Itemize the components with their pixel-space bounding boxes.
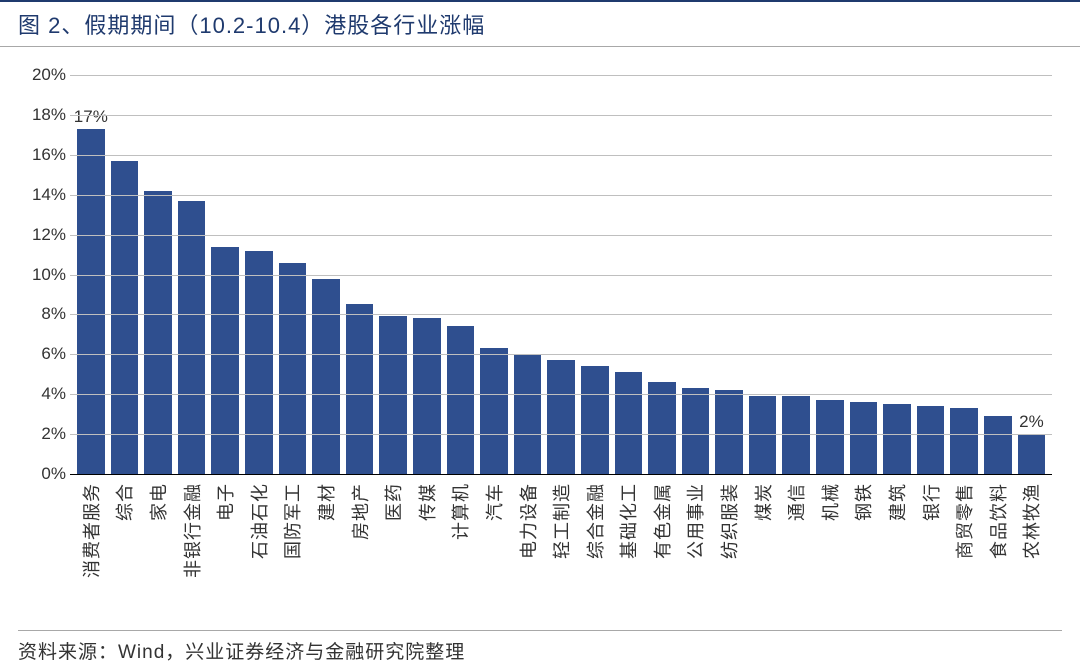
x-tick-label: 纺织服装 (715, 479, 743, 609)
y-tick-label: 20% (18, 65, 66, 85)
bar (547, 360, 575, 474)
bar-annotation: 2% (1019, 412, 1044, 432)
x-tick-label: 轻工制造 (547, 479, 575, 609)
bar (749, 396, 777, 474)
gridline (70, 314, 1052, 315)
gridline (70, 354, 1052, 355)
x-tick-label: 综合 (111, 479, 139, 609)
plot-area: 17%2% 0%2%4%6%8%10%12%14%16%18%20% (70, 75, 1052, 475)
x-tick-label: 电子 (211, 479, 239, 609)
bar (950, 408, 978, 474)
gridline (70, 275, 1052, 276)
bar (615, 372, 643, 474)
x-tick-label: 计算机 (447, 479, 475, 609)
source-note: 资料来源：Wind，兴业证券经济与金融研究院整理 (18, 630, 1062, 664)
x-tick-label: 基础化工 (615, 479, 643, 609)
x-tick-label: 房地产 (346, 479, 374, 609)
gridline (70, 235, 1052, 236)
gridline (70, 434, 1052, 435)
x-tick-label: 非银行金融 (178, 479, 206, 609)
x-tick-label: 消费者服务 (77, 479, 105, 609)
x-tick-label: 有色金属 (648, 479, 676, 609)
x-tick-label: 通信 (782, 479, 810, 609)
x-axis-labels: 消费者服务综合家电非银行金融电子石油石化国防军工建材房地产医药传媒计算机汽车电力… (70, 479, 1052, 609)
x-tick-label: 传媒 (413, 479, 441, 609)
x-tick-label: 综合金融 (581, 479, 609, 609)
bar (917, 406, 945, 474)
bar (715, 390, 743, 474)
x-tick-label: 煤炭 (749, 479, 777, 609)
x-tick-label: 机械 (816, 479, 844, 609)
gridline (70, 75, 1052, 76)
y-tick-label: 18% (18, 105, 66, 125)
x-tick-label: 国防军工 (279, 479, 307, 609)
y-tick-label: 16% (18, 145, 66, 165)
bar: 17% (77, 129, 105, 474)
gridline (70, 115, 1052, 116)
x-tick-label: 银行 (917, 479, 945, 609)
bar (144, 191, 172, 474)
bar (413, 318, 441, 474)
bar (984, 416, 1012, 474)
bar (782, 396, 810, 474)
chart-container: 17%2% 0%2%4%6%8%10%12%14%16%18%20% 消费者服务… (18, 75, 1062, 605)
bar (682, 388, 710, 474)
bar (312, 279, 340, 475)
x-tick-label: 建筑 (883, 479, 911, 609)
bar (211, 247, 239, 474)
x-tick-label: 公用事业 (682, 479, 710, 609)
gridline (70, 195, 1052, 196)
x-tick-label: 建材 (312, 479, 340, 609)
bar: 2% (1018, 434, 1046, 474)
bar (581, 366, 609, 474)
bar (111, 161, 139, 474)
bar (245, 251, 273, 474)
y-tick-label: 0% (18, 464, 66, 484)
y-tick-label: 6% (18, 344, 66, 364)
chart-title: 图 2、假期期间（10.2-10.4）港股各行业涨幅 (0, 0, 1080, 47)
gridline (70, 394, 1052, 395)
y-tick-label: 2% (18, 424, 66, 444)
y-tick-label: 10% (18, 265, 66, 285)
x-tick-label: 医药 (379, 479, 407, 609)
bar-annotation: 17% (74, 107, 108, 127)
bar (346, 304, 374, 474)
bar (447, 326, 475, 474)
x-tick-label: 电力设备 (514, 479, 542, 609)
bar (379, 316, 407, 474)
bar (514, 354, 542, 474)
bar (850, 402, 878, 474)
y-tick-label: 14% (18, 185, 66, 205)
x-tick-label: 农林牧渔 (1018, 479, 1046, 609)
x-tick-label: 汽车 (480, 479, 508, 609)
y-tick-label: 12% (18, 225, 66, 245)
x-tick-label: 食品饮料 (984, 479, 1012, 609)
bar (178, 201, 206, 474)
bar (648, 382, 676, 474)
x-tick-label: 商贸零售 (950, 479, 978, 609)
bar (883, 404, 911, 474)
bar (480, 348, 508, 474)
x-tick-label: 家电 (144, 479, 172, 609)
y-tick-label: 4% (18, 384, 66, 404)
x-tick-label: 石油石化 (245, 479, 273, 609)
bar (279, 263, 307, 474)
bar (816, 400, 844, 474)
gridline (70, 155, 1052, 156)
x-tick-label: 钢铁 (850, 479, 878, 609)
y-tick-label: 8% (18, 304, 66, 324)
